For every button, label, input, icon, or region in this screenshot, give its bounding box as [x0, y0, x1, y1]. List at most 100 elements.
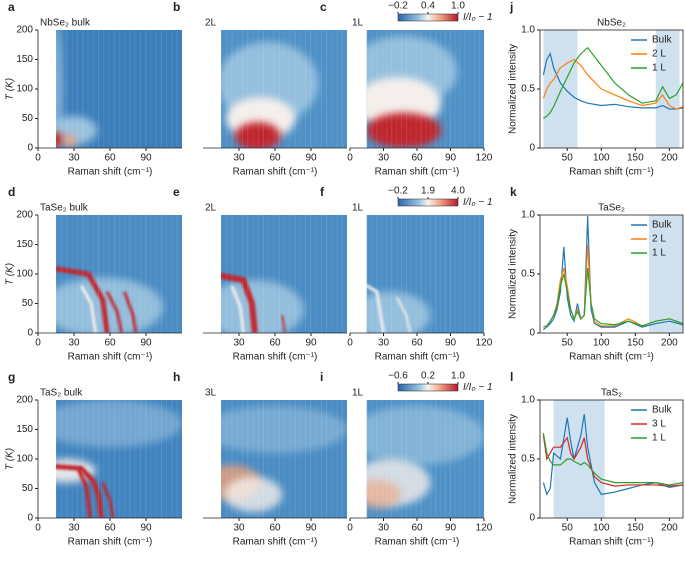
heat-streak — [391, 215, 393, 333]
heat-streak — [278, 400, 280, 518]
series-line — [542, 435, 684, 487]
heat-streak — [435, 400, 437, 518]
heat-streak — [226, 215, 228, 333]
x-tick-label: 60 — [104, 338, 116, 349]
colorbar-tick-label: 0.4 — [421, 1, 435, 12]
x-tick-label: 30 — [233, 153, 245, 164]
heat-streak — [247, 30, 249, 148]
heat-streak — [171, 30, 173, 148]
heat-streak — [134, 400, 136, 518]
heat-streak — [98, 400, 99, 518]
heat-streak — [129, 215, 131, 333]
heat-streak — [56, 30, 57, 148]
colorbar — [397, 13, 459, 22]
x-tick-label: 120 — [476, 523, 493, 534]
heat-ridge — [101, 482, 115, 518]
heat-ridge — [122, 291, 138, 333]
heat-ridge — [396, 297, 412, 333]
heatmap — [366, 215, 481, 333]
heat-streak — [449, 400, 451, 518]
y-axis-label: T (K) — [5, 448, 16, 470]
x-tick-label: 90 — [140, 523, 152, 534]
heat-streak — [459, 30, 461, 148]
x-tick-label: 0 — [347, 523, 353, 534]
x-tick-label: 30 — [68, 153, 80, 164]
heat-streak — [396, 215, 398, 333]
heat-streak — [449, 215, 451, 333]
heat-streak — [305, 215, 306, 333]
panel-letter: g — [8, 370, 15, 384]
heat-streak — [87, 400, 89, 518]
x-axis-label: Raman shift (cm⁻¹) — [375, 352, 460, 363]
colorbar-tick-label: 4.0 — [451, 186, 465, 197]
x-axis-label: Raman shift (cm⁻¹) — [569, 352, 654, 363]
heat-streak — [242, 400, 243, 518]
heat-streak — [474, 215, 476, 333]
heat-streak — [103, 400, 105, 518]
heat-region — [366, 405, 484, 465]
heat-streak — [124, 215, 126, 333]
heat-streak — [129, 30, 131, 148]
heat-streak — [252, 30, 254, 148]
panel: g TaS₂ bulk 0 30 60 90 Raman shift (cm⁻¹) 0 50 10… — [5, 370, 182, 548]
x-tick-label: 30 — [233, 338, 245, 349]
x-tick-label: 90 — [445, 153, 457, 164]
x-tick-label: 50 — [562, 523, 574, 534]
colorbar-tick-label: 1.0 — [451, 371, 465, 382]
panel: f 1L 0 30 60 90 120 Raman shift (cm⁻¹) −0.2 1.9 4.… — [320, 185, 493, 362]
heat-streak — [315, 215, 317, 333]
y-axis-label: T (K) — [5, 263, 16, 285]
heat-streak — [331, 30, 333, 148]
x-tick-label: 200 — [661, 153, 678, 164]
heat-streak — [278, 215, 280, 333]
heat-streak — [66, 215, 68, 333]
heat-streak — [336, 30, 338, 148]
heat-region — [56, 30, 63, 148]
panel-label: TaS₂ bulk — [40, 388, 83, 399]
y-tick-label: 50 — [22, 483, 34, 494]
x-tick-label: 30 — [68, 523, 80, 534]
heat-streak — [87, 215, 89, 333]
x-tick-label: 90 — [140, 338, 152, 349]
heat-streak — [386, 400, 388, 518]
x-tick-label: 90 — [140, 153, 152, 164]
heat-streak — [381, 30, 383, 148]
legend-label: 3 L — [652, 419, 666, 430]
heatmap — [221, 30, 343, 148]
heat-streak — [331, 215, 333, 333]
heat-streak — [315, 400, 317, 518]
heat-streak — [454, 30, 456, 148]
panel-label: 1L — [352, 203, 364, 214]
heat-streak — [77, 400, 78, 518]
panel-label: TaSe₂ bulk — [40, 203, 89, 214]
heat-streak — [252, 400, 254, 518]
heat-streak — [268, 30, 270, 148]
heat-streak — [284, 215, 285, 333]
x-tick-label: 30 — [378, 523, 390, 534]
x-tick-label: 60 — [411, 523, 423, 534]
x-axis-label: Raman shift (cm⁻¹) — [68, 167, 153, 178]
heat-streak — [336, 400, 338, 518]
heat-streak — [366, 30, 368, 148]
colorbar — [397, 383, 459, 392]
panel-letter: i — [320, 370, 323, 384]
panel-letter: f — [320, 185, 325, 199]
heat-streak — [400, 215, 402, 333]
heat-streak — [56, 215, 57, 333]
panel-letter: c — [320, 0, 327, 14]
shaded-region — [553, 400, 605, 518]
x-tick-label: 50 — [562, 338, 574, 349]
heat-streak — [410, 400, 412, 518]
x-tick-label: 60 — [104, 523, 116, 534]
y-tick-label: 0 — [27, 143, 33, 154]
y-tick-label: 0.5 — [521, 84, 535, 95]
panel: b 2L 30 60 90 Raman shift (cm⁻¹) — [173, 0, 347, 178]
heat-streak — [268, 400, 270, 518]
heat-streak — [305, 400, 306, 518]
panel: i 1L 0 30 60 90 120 Raman shift (cm⁻¹) −0.6 0.2 1.… — [320, 370, 493, 547]
heat-streak — [231, 30, 233, 148]
heat-streak — [310, 400, 312, 518]
heat-streak — [341, 30, 343, 148]
heat-streak — [161, 400, 162, 518]
x-tick-label: 60 — [104, 153, 116, 164]
